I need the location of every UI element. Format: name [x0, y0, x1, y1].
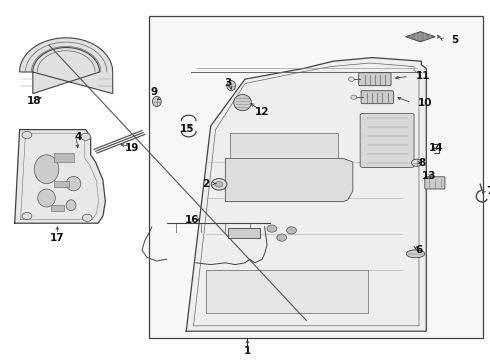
- Text: 16: 16: [185, 215, 199, 225]
- Text: 17: 17: [50, 233, 65, 243]
- Circle shape: [215, 181, 223, 187]
- Polygon shape: [186, 58, 426, 331]
- Bar: [54, 181, 69, 187]
- Bar: [51, 205, 64, 211]
- Text: 1: 1: [244, 346, 251, 356]
- Circle shape: [267, 225, 277, 232]
- Text: 5: 5: [451, 35, 458, 45]
- Circle shape: [287, 227, 296, 234]
- FancyBboxPatch shape: [361, 91, 393, 104]
- Circle shape: [211, 179, 227, 190]
- Ellipse shape: [66, 176, 81, 191]
- Circle shape: [22, 131, 32, 139]
- Text: 3: 3: [224, 78, 231, 88]
- Text: 7: 7: [487, 186, 490, 196]
- Text: 18: 18: [27, 96, 42, 106]
- Text: 8: 8: [419, 158, 426, 168]
- Text: 4: 4: [74, 132, 82, 142]
- FancyBboxPatch shape: [359, 73, 391, 86]
- Bar: [230, 133, 338, 158]
- Text: 13: 13: [421, 171, 436, 181]
- Text: 14: 14: [429, 143, 443, 153]
- Ellipse shape: [234, 94, 251, 111]
- Bar: [149, 16, 483, 338]
- Ellipse shape: [227, 81, 236, 91]
- Polygon shape: [225, 158, 353, 202]
- Ellipse shape: [38, 189, 55, 207]
- Circle shape: [22, 212, 32, 220]
- Polygon shape: [15, 130, 105, 223]
- Text: 12: 12: [255, 107, 270, 117]
- Polygon shape: [20, 38, 113, 94]
- Polygon shape: [406, 32, 435, 42]
- Circle shape: [412, 159, 421, 166]
- Text: 19: 19: [125, 143, 140, 153]
- Bar: [228, 228, 260, 238]
- Circle shape: [81, 133, 91, 140]
- Ellipse shape: [152, 96, 161, 107]
- Ellipse shape: [34, 155, 59, 184]
- Circle shape: [82, 214, 92, 221]
- Circle shape: [348, 77, 354, 81]
- FancyBboxPatch shape: [425, 177, 445, 189]
- Text: 11: 11: [416, 71, 430, 81]
- Text: 6: 6: [416, 245, 422, 255]
- Circle shape: [277, 234, 287, 241]
- Text: 9: 9: [151, 87, 158, 97]
- Circle shape: [351, 95, 357, 99]
- Ellipse shape: [406, 250, 425, 258]
- Bar: [54, 153, 74, 162]
- Bar: [206, 270, 368, 313]
- Text: 10: 10: [417, 98, 432, 108]
- Text: 15: 15: [180, 124, 195, 134]
- Ellipse shape: [66, 200, 76, 211]
- FancyBboxPatch shape: [360, 113, 414, 167]
- Text: 2: 2: [202, 179, 209, 189]
